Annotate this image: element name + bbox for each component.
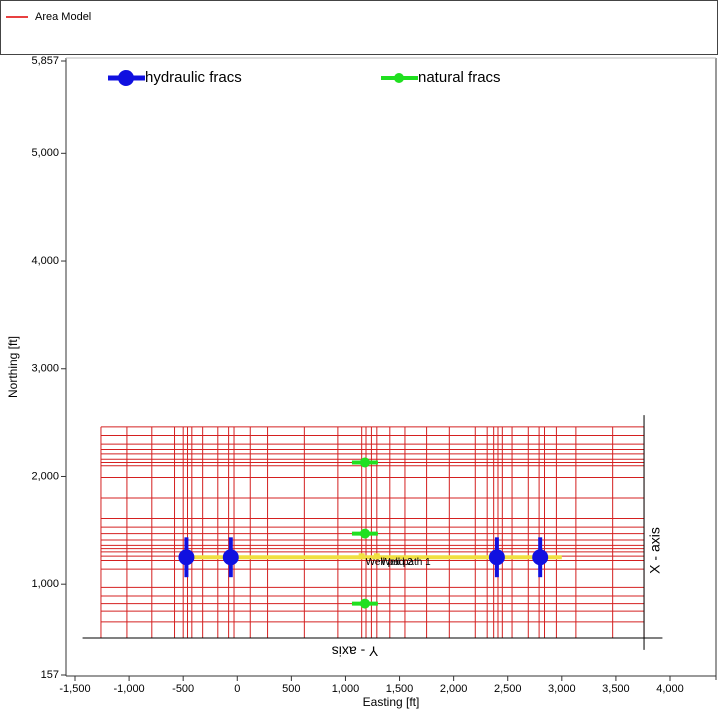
x-tick-label: -500: [172, 683, 194, 695]
x-tick-label: 2,500: [494, 683, 522, 695]
x-tick-label: 3,000: [548, 683, 576, 695]
legend-label: Area Model: [35, 11, 91, 23]
well-marker: [373, 553, 380, 560]
legend-label: natural fracs: [418, 69, 501, 86]
well-label: Well path 1: [381, 557, 431, 568]
x-tick-label: 3,500: [602, 683, 630, 695]
x-tick-label: 0: [234, 683, 240, 695]
legend-marker: [394, 73, 404, 83]
x-tick-label: -1,500: [59, 683, 90, 695]
y-tick-label: 3,000: [31, 363, 59, 375]
frac-point: [532, 549, 549, 566]
legend-panel: [0, 0, 718, 55]
y-axis-title: Northing [ft]: [6, 336, 20, 398]
x-tick-label: 4,000: [656, 683, 684, 695]
frac-point: [359, 528, 370, 539]
x-axis-label: X - axis: [647, 527, 663, 574]
x-tick-label: -1,000: [113, 683, 144, 695]
frac-point: [488, 549, 505, 566]
x-tick-label: 1,500: [386, 683, 414, 695]
y-axis-label: Y - axis: [332, 643, 378, 659]
x-axis-title: Easting [ft]: [363, 695, 420, 709]
frac-point: [222, 549, 239, 566]
well-label: Well pad 2: [366, 557, 414, 568]
y-tick-label: 5,857: [31, 55, 59, 67]
frac-point: [178, 549, 195, 566]
y-tick-label: 157: [41, 669, 59, 681]
plot-background: [0, 55, 722, 715]
x-tick-label: 500: [282, 683, 300, 695]
legend-label: hydraulic fracs: [145, 69, 242, 86]
well-marker: [358, 553, 365, 560]
x-tick-label: 1,000: [332, 683, 360, 695]
y-tick-label: 1,000: [31, 578, 59, 590]
y-tick-label: 4,000: [31, 255, 59, 267]
y-tick-label: 2,000: [31, 470, 59, 482]
frac-point: [359, 457, 370, 468]
y-tick-label: 5,000: [31, 147, 59, 159]
x-tick-label: 2,000: [440, 683, 468, 695]
frac-point: [359, 598, 370, 609]
legend-marker: [118, 70, 134, 86]
